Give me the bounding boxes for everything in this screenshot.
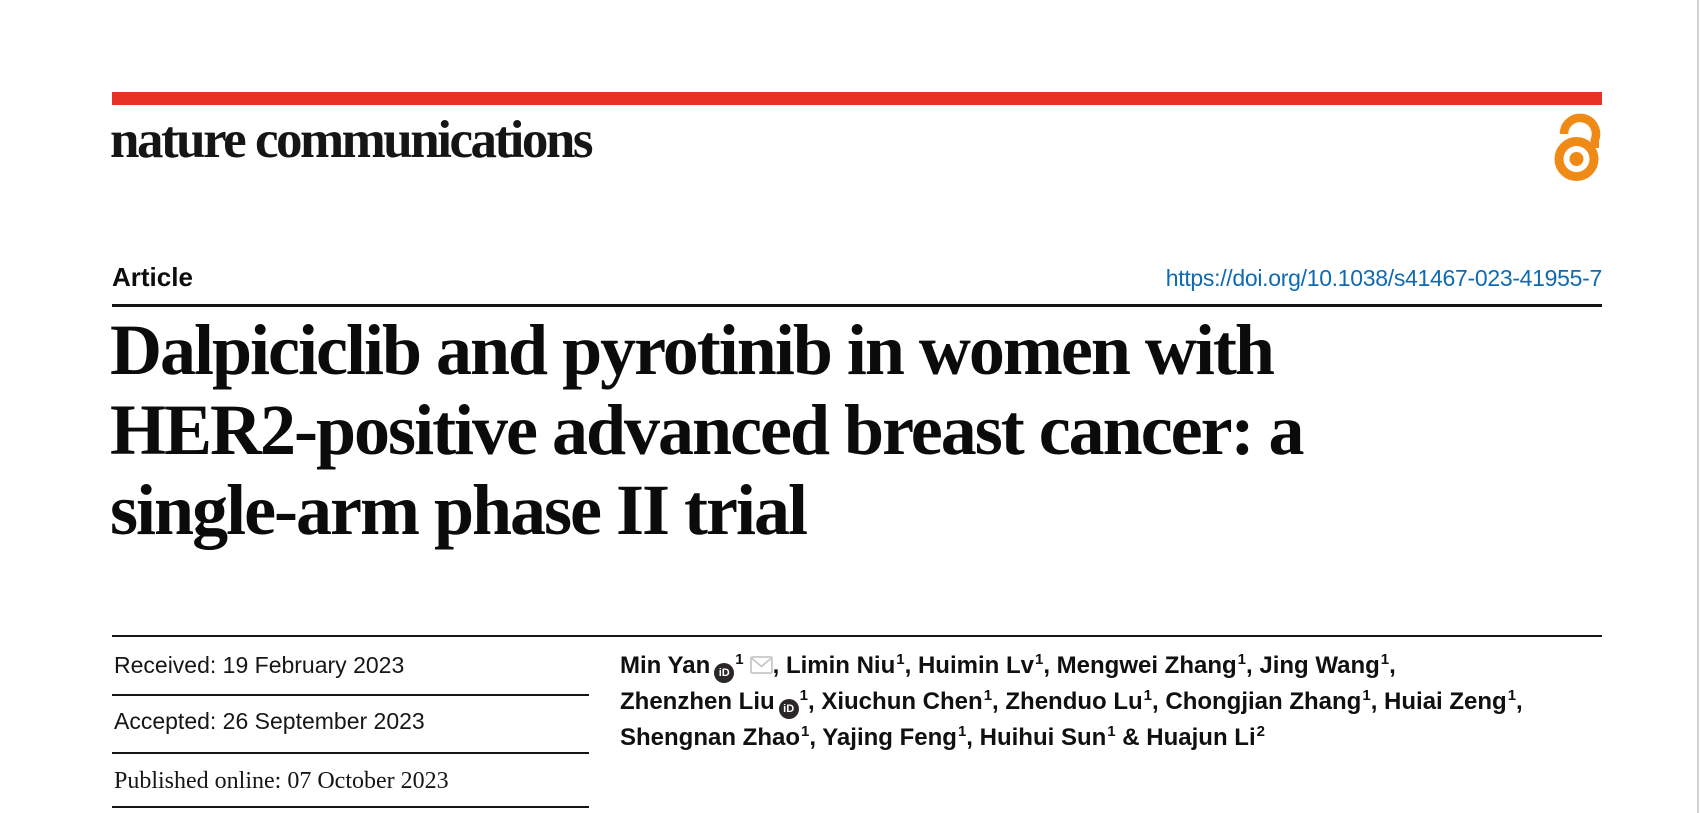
author-name: Chongjian Zhang: [1165, 688, 1362, 715]
author-name: Min Yan: [620, 652, 711, 679]
history-divider: [112, 694, 589, 696]
doi-link[interactable]: https://doi.org/10.1038/s41467-023-41955…: [1165, 265, 1603, 291]
affiliation-superscript: 1: [983, 687, 993, 704]
affiliation-superscript: 1: [1107, 723, 1116, 740]
author-name: Yajing Feng: [822, 724, 957, 751]
history-divider: [112, 752, 589, 754]
affiliation-superscript: 1: [1143, 687, 1153, 704]
author-name: Shengnan Zhao: [620, 724, 800, 751]
author: Limin Niu1,: [786, 652, 918, 679]
author-name: Mengwei Zhang: [1056, 652, 1237, 679]
author-separator: ,: [772, 652, 786, 679]
author: Huihui Sun1 &: [980, 724, 1147, 751]
affiliation-superscript: 1: [957, 723, 967, 740]
author: Min Yan iD1,: [620, 651, 786, 683]
journal-logo: nature communications: [110, 111, 593, 169]
affiliation-superscript: 1: [1237, 651, 1246, 668]
author-name: Huajun Li: [1146, 724, 1256, 751]
author-name: Zhenduo Lu: [1005, 688, 1143, 715]
author-separator: ,: [808, 688, 822, 715]
author: Chongjian Zhang1,: [1165, 688, 1384, 715]
author-name: Jing Wang: [1259, 652, 1380, 679]
affiliation-superscript: 1: [1380, 651, 1390, 668]
published-date: Published online: 07 October 2023: [114, 768, 449, 794]
author-name: Huimin Lv: [917, 652, 1034, 679]
author-name: Huiai Zeng: [1384, 688, 1507, 715]
author-name: Limin Niu: [785, 652, 896, 679]
affiliation-superscript: 1: [1362, 687, 1371, 704]
author-separator: &: [1115, 724, 1147, 751]
author: Huajun Li2: [1146, 724, 1265, 751]
affiliation-superscript: 1: [799, 687, 808, 704]
accepted-date: Accepted: 26 September 2023: [114, 708, 425, 734]
history-divider: [112, 806, 589, 808]
orcid-icon[interactable]: iD: [714, 663, 735, 683]
email-icon[interactable]: [749, 656, 773, 674]
author: Huiai Zeng1,: [1384, 688, 1523, 715]
author-separator: ,: [1246, 652, 1260, 679]
author-name: Zhenzhen Liu: [620, 688, 775, 715]
header-divider: [112, 304, 1602, 307]
author: Huimin Lv1,: [918, 652, 1057, 679]
author: Shengnan Zhao1,: [620, 724, 822, 751]
article-header-row: Article https://doi.org/10.1038/s41467-0…: [112, 262, 1602, 293]
author-separator: ,: [966, 724, 980, 751]
paper-title-line-2: HER2-positive advanced breast cancer: a: [110, 390, 1305, 470]
author: Zhenduo Lu1,: [1005, 688, 1165, 715]
author-separator: ,: [1043, 652, 1057, 679]
author-separator: ,: [1389, 652, 1396, 679]
metadata-top-divider: [112, 635, 1602, 637]
paper-title-line-3: single-arm phase II trial: [110, 470, 808, 550]
article-kicker: Article: [112, 262, 193, 292]
author-name: Xiuchun Chen: [821, 688, 983, 715]
affiliation-superscript: 1: [735, 651, 744, 668]
affiliation-superscript: 2: [1256, 723, 1265, 740]
author-separator: ,: [1370, 688, 1385, 715]
author-separator: ,: [809, 724, 823, 751]
author: Xiuchun Chen1,: [821, 688, 1005, 715]
received-date: Received: 19 February 2023: [114, 652, 405, 678]
author: Jing Wang1,: [1259, 652, 1395, 679]
author-separator: ,: [1152, 688, 1166, 715]
author-name: Huihui Sun: [979, 724, 1107, 751]
open-access-icon: [1552, 112, 1604, 187]
orcid-icon[interactable]: iD: [778, 699, 799, 719]
affiliation-superscript: 1: [1507, 687, 1517, 704]
author: Zhenzhen Liu iD1,: [620, 687, 822, 719]
masthead-red-bar: [112, 92, 1602, 105]
page-edge-line: [1697, 0, 1699, 813]
author-separator: ,: [992, 688, 1006, 715]
paper-title-line-1: Dalpiciclib and pyrotinib in women with: [110, 310, 1275, 390]
affiliation-superscript: 1: [896, 651, 905, 668]
author-list: Min Yan iD1, Limin Niu1, Huimin Lv1, Meng…: [620, 648, 1620, 756]
affiliation-superscript: 1: [801, 723, 810, 740]
author: Yajing Feng1,: [822, 724, 979, 751]
author-separator: ,: [904, 652, 918, 679]
author: Mengwei Zhang1,: [1057, 652, 1260, 679]
author-separator: ,: [1516, 688, 1523, 715]
paper-title: Dalpiciclib and pyrotinib in women with …: [110, 310, 1550, 550]
affiliation-superscript: 1: [1034, 651, 1044, 668]
